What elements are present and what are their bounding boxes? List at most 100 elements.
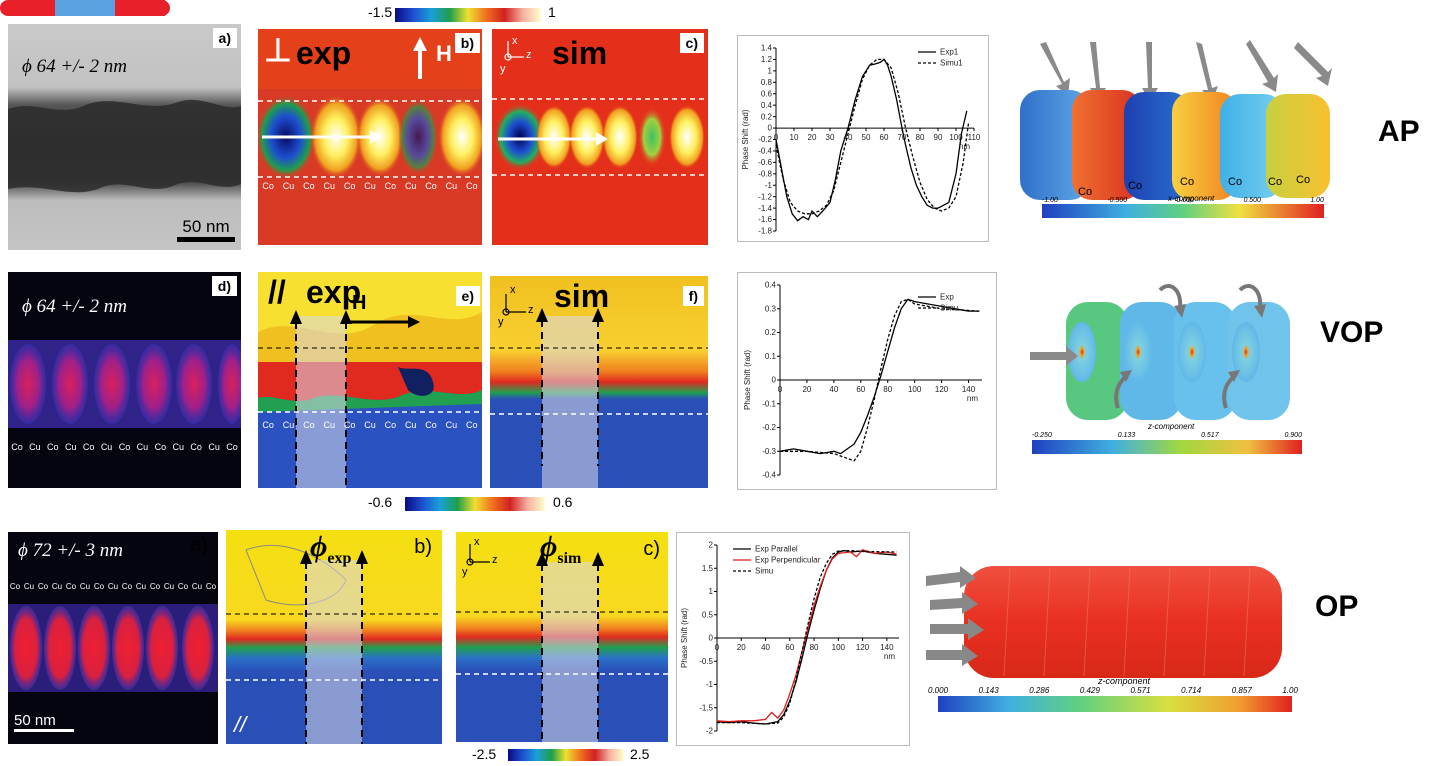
x-tick-label: 60 <box>880 133 889 142</box>
y-axis-label: Phase Shift (rad) <box>741 109 750 169</box>
y-tick-label: -1.2 <box>758 192 772 201</box>
series-line-simu1 <box>775 58 970 215</box>
sim-title: sim <box>554 278 610 314</box>
x-tick-label: 120 <box>856 643 870 652</box>
exp-title: exp <box>306 274 362 310</box>
phase-colorbar-3 <box>508 749 624 761</box>
y-tick-label: -1.6 <box>758 215 772 224</box>
holography-exp-panel-2: // exp H e) Co Cu Co Cu Co Cu Co Cu Co Cu Co <box>258 272 482 488</box>
layer-labels: Co Cu Co Cu Co Cu Co Cu Co Cu Co <box>262 181 478 191</box>
ap-component-label: x-component <box>1168 194 1215 203</box>
par-symbol: // <box>268 274 286 310</box>
y-tick-label: -0.2 <box>758 135 772 144</box>
x-tick-label: 30 <box>826 133 835 142</box>
exp-title: ϕexp <box>310 530 352 567</box>
y-tick-label: 0.2 <box>761 112 773 121</box>
y-axis-label: Phase Shift (rad) <box>680 608 689 668</box>
y-tick-label: 0.3 <box>765 304 777 313</box>
y-tick-label: 0.2 <box>765 328 777 337</box>
holography-exp-panel-3: ϕexp b) // <box>226 530 442 744</box>
diameter-label: ϕ 64 +/- 2 nm <box>22 296 127 317</box>
holography-exp-panel: ⊥ exp H b) Co Cu Co Cu Co Cu Co Cu Co Cu Co <box>258 29 482 245</box>
axis-y: y <box>462 566 468 578</box>
y-tick-label: -2 <box>706 727 714 736</box>
legend-label: Exp <box>940 293 954 302</box>
vop-component-label: z-component <box>1148 422 1195 431</box>
legend-label: Simu <box>940 304 958 313</box>
eds-map-panel-3: ϕ 72 +/- 3 nm Co Cu Co Cu Co Cu Co Cu Co Cu Co Cu Co… <box>8 532 218 744</box>
y-tick-label: -1.8 <box>758 227 772 236</box>
phase-colorbar-2 <box>405 497 545 511</box>
state-vop: VOP <box>1320 316 1384 349</box>
y-tick-label: 0 <box>768 124 773 133</box>
y-tick-label: -0.3 <box>762 447 776 456</box>
series-line-simu <box>717 549 897 725</box>
perp-symbol: ⊥ <box>264 32 292 68</box>
state-ap: AP <box>1378 115 1420 148</box>
y-tick-label: 0.4 <box>765 281 777 290</box>
y-tick-label: -1.4 <box>758 204 772 213</box>
series-line-exp <box>779 298 980 455</box>
field-label: H <box>436 41 452 66</box>
y-tick-label: -1 <box>706 680 714 689</box>
diameter-label: ϕ 72 +/- 3 nm <box>18 540 123 561</box>
x-tick-label: 40 <box>829 385 838 394</box>
axis-z: z <box>528 304 534 316</box>
x-tick-label: 0 <box>715 643 720 652</box>
colorbar-max: 1 <box>548 4 556 20</box>
series-line-exp1 <box>775 58 968 222</box>
axis-y: y <box>498 316 504 328</box>
sim-title: ϕsim <box>540 532 582 567</box>
op-colorbar-ticks: 0.000 0.143 0.286 0.429 0.571 0.714 0.857 1.00 <box>928 686 1298 695</box>
y-tick-label: -0.4 <box>762 471 776 480</box>
legend-label: Exp Parallel <box>755 545 798 554</box>
field-label: H <box>352 292 367 314</box>
x-tick-label: 80 <box>916 133 925 142</box>
x-tick-label: 140 <box>880 643 894 652</box>
x-tick-label: 140 <box>962 385 976 394</box>
x-tick-label: 0 <box>774 133 779 142</box>
colorbar-min: -0.6 <box>368 494 393 510</box>
y-tick-label: 1.4 <box>761 44 773 53</box>
phase-colorbar <box>395 8 541 22</box>
y-tick-label: 0.1 <box>765 352 777 361</box>
sim3d-vop: z-component -0.250 0.133 0.517 0.900 <box>1030 280 1310 470</box>
axis-x: x <box>512 35 518 47</box>
x-tick-label: 50 <box>862 133 871 142</box>
axis-z: z <box>526 49 532 61</box>
y-tick-label: -1 <box>765 181 773 190</box>
layer-labels: Co Cu Co Cu Co Cu Co Cu Co Cu Co Cu Co Cu Co <box>9 582 217 591</box>
sim-title: sim <box>552 35 608 71</box>
diameter-label: ϕ 64 +/- 2 nm <box>22 56 127 77</box>
x-tick-label: 10 <box>790 133 799 142</box>
y-tick-label: 0.6 <box>761 89 773 98</box>
holography-sim-panel: x z y sim c) <box>492 29 708 245</box>
panel-label: a) <box>212 28 237 48</box>
op-component-label: z-component <box>1098 676 1151 686</box>
holography-sim-panel-3: x z y ϕsim c) <box>456 532 668 742</box>
x-tick-label: 120 <box>935 385 949 394</box>
axis-x: x <box>474 536 480 548</box>
x-tick-label: 20 <box>808 133 817 142</box>
series-line-exp-perpendicular <box>716 548 897 723</box>
x-axis-label: nm <box>967 394 978 403</box>
axis-z: z <box>492 554 498 566</box>
x-tick-label: 80 <box>810 643 819 652</box>
phase-profile-plot-3: 0 20 40 60 80 100 120 140 2 1.5 1 0.5 0 -0.5 -1 -1.5 -2 n… <box>676 532 910 746</box>
scale-bar: 50 nm <box>177 217 235 242</box>
colorbar-max: 0.6 <box>553 494 573 510</box>
panel-label: f) <box>682 286 704 306</box>
axis-y: y <box>500 63 506 75</box>
phase-profile-plot-2: 0 20 40 60 80 100 120 140 0.4 0.3 0.2 0.1 0 -0.1 -0.2-… <box>737 272 997 490</box>
nanowire-icon <box>0 0 170 18</box>
legend-label: Exp1 <box>940 48 959 57</box>
tem-image-panel: a) ϕ 64 +/- 2 nm 50 nm <box>8 24 241 250</box>
colorbar-min: -2.5 <box>472 746 497 762</box>
ap-colorbar-ticks: -1.00 -0.500 0.000 0.500 1.00 <box>1042 197 1324 204</box>
legend-label: Simu <box>755 567 773 576</box>
panel-label: e) <box>455 286 480 306</box>
exp-title: exp <box>296 35 352 71</box>
eds-map-panel: d) ϕ 64 +/- 2 nm Co Cu Co Cu Co Cu Co Cu Co Cu Co C… <box>8 272 241 488</box>
x-tick-label: 100 <box>949 133 963 142</box>
sim3d-ap: Co Co Co Co Co Co x-component -1.00 -0.50… <box>1020 34 1340 234</box>
